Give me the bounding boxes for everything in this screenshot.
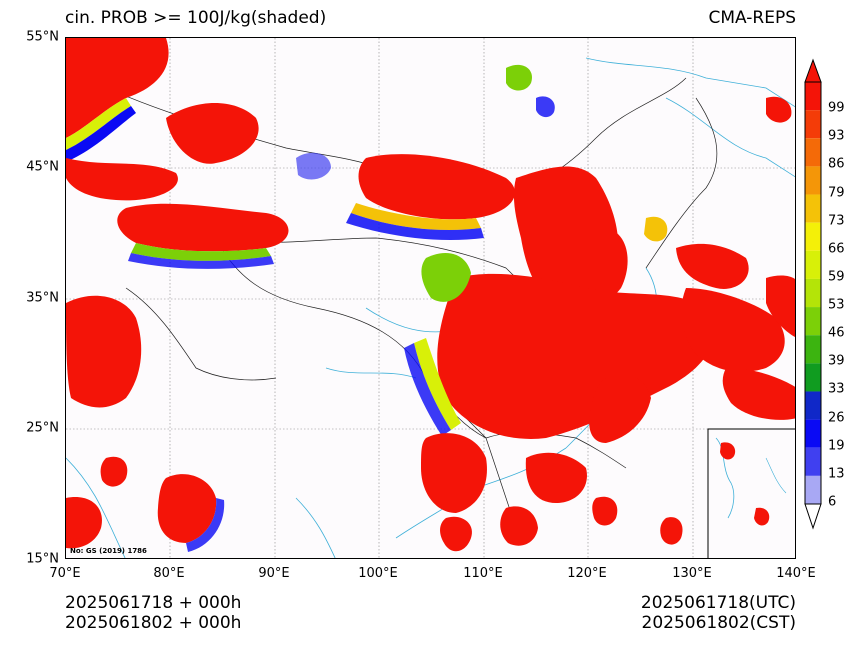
colorbar-segment — [805, 363, 821, 392]
colorbar-tick-label: 59 — [828, 269, 845, 285]
lon-label-120: 120°E — [567, 566, 607, 581]
init-time-utc: 2025061718 + 000h — [65, 593, 242, 613]
colorbar-tick-label: 99 — [828, 100, 845, 116]
colorbar-tick-label: 73 — [828, 213, 845, 229]
title-right: CMA-REPS — [708, 8, 796, 28]
lon-label-140: 140°E — [776, 566, 816, 581]
colorbar-tick-label: 19 — [828, 438, 845, 454]
colorbar-segment — [805, 222, 821, 251]
lon-label-130: 130°E — [672, 566, 712, 581]
colorbar-tick-label: 33 — [828, 381, 845, 397]
map-panel: No: GS (2019) 1786 — [65, 37, 796, 559]
colorbar-segment — [805, 194, 821, 223]
colorbar-tick-label: 6 — [828, 494, 837, 510]
map-canvas — [66, 38, 795, 558]
colorbar-tick-label: 46 — [828, 325, 845, 341]
lat-label-45: 45°N — [26, 159, 59, 175]
colorbar-segment — [805, 138, 821, 167]
colorbar-tick-label: 26 — [828, 410, 845, 426]
colorbar-segment — [805, 110, 821, 139]
lat-label-15: 15°N — [26, 551, 59, 567]
lon-label-90: 90°E — [258, 566, 290, 581]
title-left: cin. PROB >= 100J/kg(shaded) — [65, 8, 327, 28]
lon-label-100: 100°E — [358, 566, 398, 581]
colorbar-tick-label: 93 — [828, 128, 845, 144]
lon-label-70: 70°E — [49, 566, 81, 581]
colorbar-tick-label: 79 — [828, 185, 845, 201]
colorbar-tick-label: 13 — [828, 466, 845, 482]
lat-label-35: 35°N — [26, 290, 59, 306]
valid-time-cst: 2025061802(CST) — [641, 613, 796, 633]
probability-shading — [66, 38, 795, 552]
colorbar-segment — [805, 391, 821, 420]
lon-label-80: 80°E — [153, 566, 185, 581]
valid-time-block: 2025061718(UTC) 2025061802(CST) — [641, 593, 796, 633]
map-review-number: No: GS (2019) 1786 — [70, 547, 147, 555]
colorbar-segment — [805, 250, 821, 279]
valid-time-utc: 2025061718(UTC) — [640, 593, 796, 613]
colorbar-segment — [805, 82, 821, 111]
colorbar-segment — [805, 307, 821, 336]
inset-map — [707, 428, 795, 558]
colorbar-segment — [805, 335, 821, 364]
lat-label-25: 25°N — [26, 420, 59, 436]
colorbar-segment — [805, 447, 821, 476]
colorbar-top-arrow — [804, 58, 822, 83]
colorbar-tick-label: 53 — [828, 297, 845, 313]
init-time-block: 2025061718 + 000h 2025061802 + 000h — [65, 593, 241, 633]
lat-label-55: 55°N — [26, 29, 59, 45]
colorbar-segment — [805, 419, 821, 448]
colorbar-tick-label: 66 — [828, 241, 845, 257]
colorbar-segment — [805, 166, 821, 195]
colorbar-tick-label: 86 — [828, 156, 845, 172]
init-time-cst: 2025061802 + 000h — [65, 613, 242, 633]
colorbar — [804, 58, 822, 530]
colorbar-segment — [805, 278, 821, 308]
colorbar-tick-label: 39 — [828, 353, 845, 369]
colorbar-bottom-arrow — [804, 503, 822, 530]
lon-label-110: 110°E — [463, 566, 503, 581]
colorbar-segment — [805, 475, 821, 504]
